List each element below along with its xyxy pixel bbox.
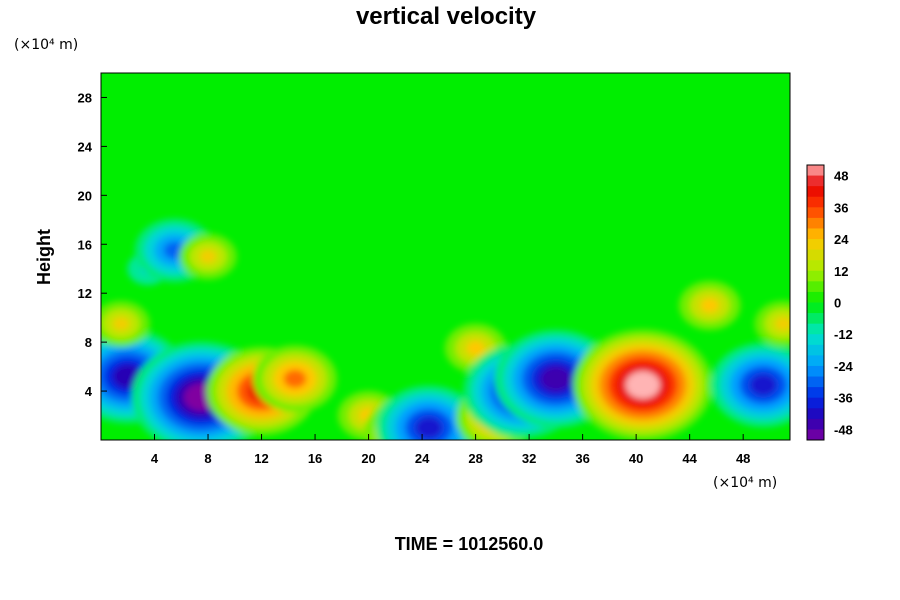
colorbar-segment: [807, 344, 824, 356]
colorbar-segment: [807, 313, 824, 325]
x-tick-label: 8: [204, 451, 211, 466]
colorbar-tick-label: 12: [834, 264, 848, 279]
colorbar-tick-label: 0: [834, 296, 841, 311]
contour-fill: [625, 371, 661, 399]
colorbar-segment: [807, 408, 824, 420]
x-tick-label: 48: [736, 451, 750, 466]
x-tick-label: 16: [308, 451, 322, 466]
contour-fill: [749, 373, 777, 396]
colorbar-segment: [807, 249, 824, 261]
time-label: TIME = 1012560.0: [395, 534, 544, 554]
y-tick-label: 16: [78, 237, 92, 252]
colorbar-segment: [807, 217, 824, 229]
colorbar: 48 36 24 12 0 -12 -24 -36 -48: [806, 164, 854, 441]
contour-fill: [540, 366, 572, 392]
x-tick-label: 44: [682, 451, 697, 466]
colorbar-tick-label: -12: [834, 327, 853, 342]
y-tick-label: 4: [85, 384, 93, 399]
colorbar-segment: [807, 228, 824, 240]
y-tick-label: 24: [78, 139, 93, 154]
contour-fill: [466, 340, 485, 356]
x-tick-label: 28: [468, 451, 482, 466]
y-tick-label: 20: [78, 188, 92, 203]
colorbar-segment: [807, 376, 824, 388]
x-tick-label: 40: [629, 451, 643, 466]
x-tick-label: 24: [415, 451, 430, 466]
field-feature: [253, 345, 337, 413]
y-tick-label: 28: [78, 90, 92, 105]
colorbar-tick-label: -48: [834, 422, 853, 437]
colorbar-segment: [807, 418, 824, 430]
colorbar-segment: [807, 387, 824, 399]
colorbar-tick-label: 24: [834, 232, 849, 247]
field-feature: [179, 233, 237, 280]
x-tick-label: 36: [575, 451, 589, 466]
colorbar-segment: [807, 207, 824, 219]
colorbar-tick-label: -36: [834, 391, 853, 406]
colorbar-segment: [807, 302, 824, 314]
y-tick-label: 12: [78, 286, 92, 301]
x-tick-label: 4: [151, 451, 159, 466]
colorbar-tick-label: -24: [834, 359, 854, 374]
contour-fill: [415, 416, 443, 439]
colorbar-tick-label: 48: [834, 169, 848, 184]
contour-fill: [774, 316, 790, 331]
x-tick-label: 12: [254, 451, 268, 466]
colorbar-segment: [807, 355, 824, 367]
x-tick-label: 20: [361, 451, 375, 466]
contour-fill: [199, 249, 217, 264]
field-feature: [754, 300, 790, 347]
colorbar-segment: [807, 239, 824, 251]
contour-fill: [112, 316, 130, 331]
colorbar-segment: [807, 291, 824, 303]
field-feature: [710, 342, 790, 428]
colorbar-segment: [807, 165, 824, 177]
plot-frame: [100, 72, 791, 441]
contour-fill: [283, 369, 307, 388]
x-tick-label: 32: [522, 451, 536, 466]
colorbar-frame: [806, 164, 825, 441]
colorbar-segment: [807, 334, 824, 346]
field-feature: [376, 385, 482, 440]
colorbar-segment: [807, 196, 824, 208]
colorbar-segment: [807, 323, 824, 335]
x-unit-label: (×10⁴ m): [713, 475, 777, 491]
y-axis-label: Height: [34, 229, 54, 285]
colorbar-segment: [807, 186, 824, 198]
colorbar-segment: [807, 429, 824, 441]
colorbar-segment: [807, 365, 824, 378]
field-feature: [573, 329, 713, 440]
colorbar-segment: [807, 175, 824, 187]
y-unit-label: (×10⁴ m): [14, 37, 78, 53]
field-feature: [101, 300, 150, 347]
y-tick-label: 8: [85, 335, 92, 350]
field-feature: [679, 280, 741, 331]
colorbar-segment: [807, 281, 824, 293]
colorbar-segment: [807, 270, 824, 282]
colorbar-segment: [807, 260, 824, 272]
colorbar-segment: [807, 397, 824, 409]
plot-area: [101, 73, 790, 440]
contour-fill: [700, 298, 719, 313]
chart-title: vertical velocity: [356, 3, 537, 30]
colorbar-tick-label: 36: [834, 200, 848, 215]
